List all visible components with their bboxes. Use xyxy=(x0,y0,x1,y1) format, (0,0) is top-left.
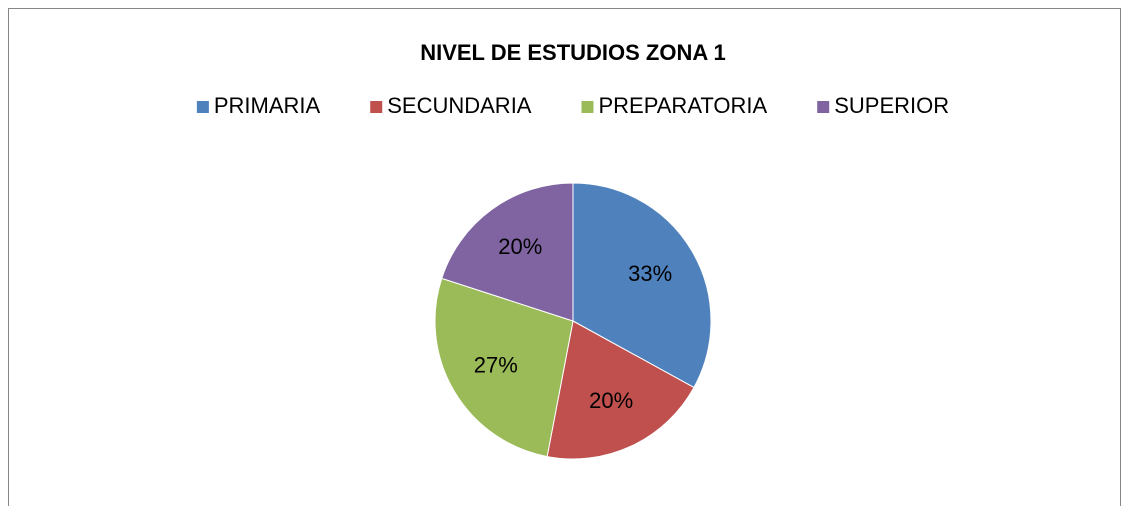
legend-swatch xyxy=(817,101,830,113)
pie-slice xyxy=(572,182,712,389)
slice-label: 20% xyxy=(498,234,542,259)
legend-label: PREPARATORIA xyxy=(598,93,767,118)
legend-label: PRIMARIA xyxy=(214,93,321,118)
legend-label: SECUNDARIA xyxy=(387,93,532,118)
legend-swatch xyxy=(196,101,209,113)
slice-label: 20% xyxy=(589,388,633,413)
legend-label: SUPERIOR xyxy=(834,93,949,118)
pie-slice xyxy=(434,277,574,458)
pie-slice xyxy=(441,182,574,322)
slice-label: 27% xyxy=(474,352,518,377)
slice-label: 33% xyxy=(628,261,672,286)
chart-title: NIVEL DE ESTUDIOS ZONA 1 xyxy=(420,40,726,65)
chart-frame xyxy=(8,8,1121,506)
legend-swatch xyxy=(581,101,594,113)
pie-slice xyxy=(546,320,695,460)
legend-swatch xyxy=(370,101,383,113)
